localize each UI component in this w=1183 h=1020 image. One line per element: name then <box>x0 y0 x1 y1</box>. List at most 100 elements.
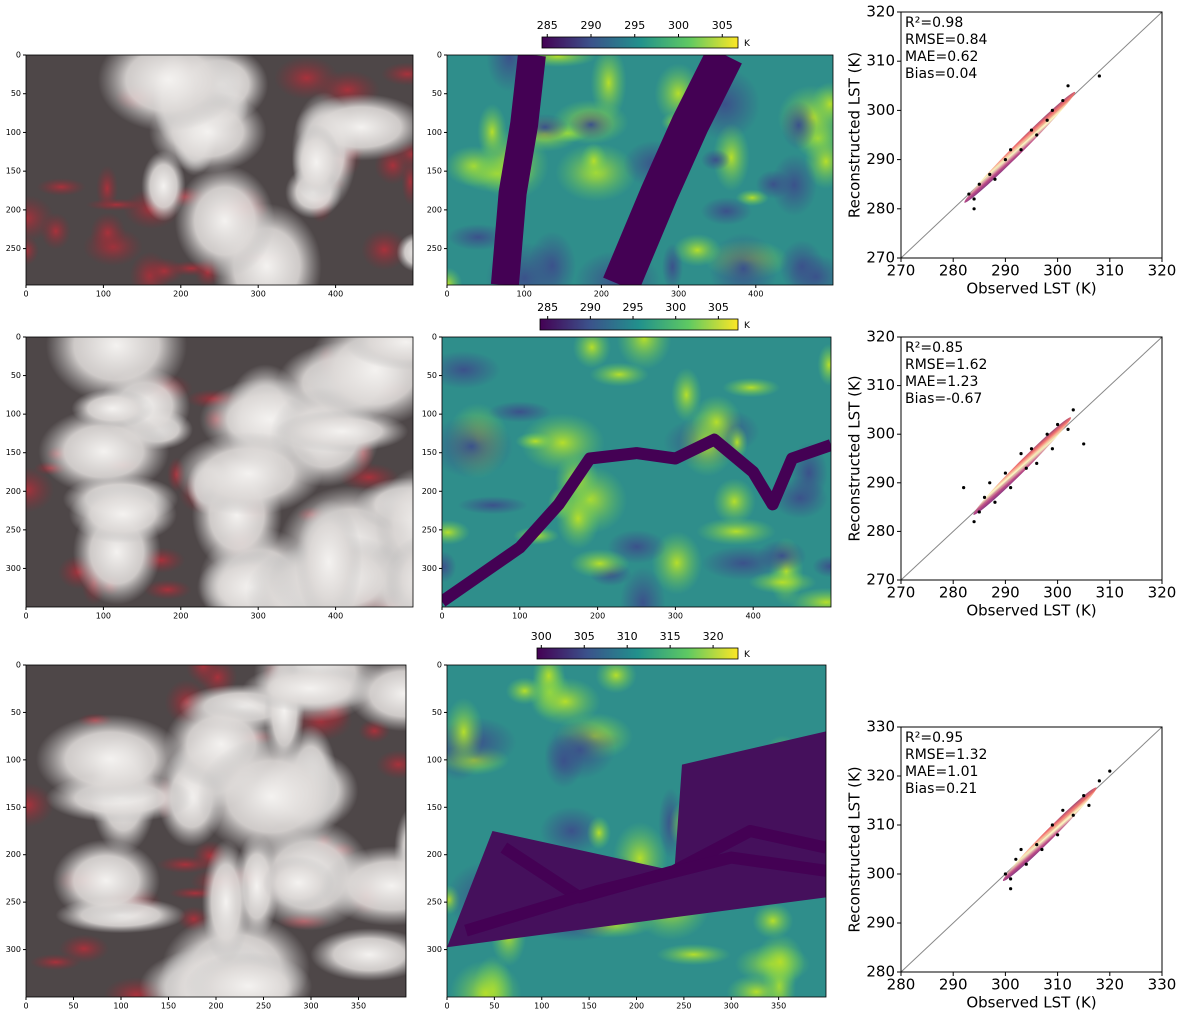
image-content <box>2 626 464 1020</box>
y-tick-label: 250 <box>6 244 21 253</box>
point <box>967 192 970 195</box>
warm-area <box>580 143 607 179</box>
y-tick-label: 100 <box>422 410 437 419</box>
point <box>1014 858 1017 861</box>
x-tick-label: 330 <box>1148 976 1177 994</box>
x-tick-label: 0 <box>444 290 449 299</box>
x-tick-label: 0 <box>439 612 444 621</box>
y-tick-label: 0 <box>437 51 442 60</box>
scatter-panel: 270280290300310320270280290300310320Obse… <box>846 328 1177 620</box>
x-tick-label: 310 <box>1043 976 1072 994</box>
point <box>1066 84 1069 87</box>
image-content <box>432 23 849 314</box>
x-tick-label: 100 <box>96 290 111 299</box>
warm-area <box>811 82 849 127</box>
warm-area <box>788 254 844 299</box>
y-tick-label: 100 <box>427 128 442 137</box>
y-tick-label: 0 <box>16 51 21 60</box>
point <box>1061 99 1064 102</box>
y-tick-label: 320 <box>866 3 895 21</box>
point <box>1072 408 1075 411</box>
y-tick-label: 150 <box>422 448 437 457</box>
y-tick-label: 280 <box>866 199 895 217</box>
image-panel: 0100200300400050100150200250300 <box>0 288 484 645</box>
colorbar-tick-label: 290 <box>581 19 602 32</box>
cloud <box>46 288 187 403</box>
warm-area <box>620 567 665 638</box>
point <box>1066 428 1069 431</box>
y-tick-label: 0 <box>16 661 21 670</box>
cloud <box>69 485 177 543</box>
x-tick-label: 200 <box>173 290 188 299</box>
point <box>962 486 965 489</box>
x-tick-label: 150 <box>581 1002 596 1011</box>
x-tick-label: 300 <box>668 612 683 621</box>
red-patch <box>90 213 126 254</box>
warm-area <box>752 903 793 939</box>
y-tick-label: 290 <box>866 150 895 168</box>
point <box>1056 423 1059 426</box>
colorbar-tick-label: 295 <box>624 19 645 32</box>
y-tick-label: 280 <box>866 963 895 981</box>
x-tick-label: 400 <box>748 290 763 299</box>
point <box>1051 109 1054 112</box>
colorbar-tick-label: 295 <box>623 301 644 314</box>
point <box>972 207 975 210</box>
y-tick-label: 50 <box>11 371 21 380</box>
point <box>1046 119 1049 122</box>
stat-annotation: Bias=0.21 <box>905 781 977 797</box>
red-patch <box>186 646 221 685</box>
warm-area <box>570 549 630 578</box>
y-tick-label: 50 <box>427 371 437 380</box>
warm-area <box>696 517 776 545</box>
point <box>1072 814 1075 817</box>
point <box>972 520 975 523</box>
y-tick-label: 100 <box>6 755 21 764</box>
point <box>1025 467 1028 470</box>
warm-area <box>781 101 817 150</box>
colorbar <box>540 319 738 330</box>
point <box>1025 863 1028 866</box>
y-tick-label: 150 <box>427 803 442 812</box>
density-core <box>1000 784 1100 884</box>
point <box>1087 804 1090 807</box>
red-patch <box>36 178 86 196</box>
x-tick-label: 100 <box>534 1002 549 1011</box>
x-tick-label: 290 <box>991 584 1020 602</box>
density-core <box>961 88 1079 206</box>
x-tick-label: 400 <box>746 612 761 621</box>
point <box>972 197 975 200</box>
stat-annotation: RMSE=1.62 <box>905 357 987 373</box>
x-tick-label: 0 <box>23 612 28 621</box>
stat-annotation: Bias=0.04 <box>905 66 977 82</box>
point <box>1082 794 1085 797</box>
y-tick-label: 290 <box>866 914 895 932</box>
x-tick-label: 400 <box>328 290 343 299</box>
colorbar-label: K <box>744 39 751 49</box>
y-tick-label: 50 <box>11 89 21 98</box>
warm-area <box>595 657 636 693</box>
stat-annotation: Bias=-0.67 <box>905 391 982 407</box>
x-tick-label: 0 <box>23 290 28 299</box>
x-tick-label: 320 <box>1095 976 1124 994</box>
y-tick-label: 300 <box>6 564 21 573</box>
warm-area <box>587 816 611 849</box>
y-tick-label: 300 <box>866 101 895 119</box>
stat-annotation: R²=0.98 <box>905 15 963 31</box>
colorbar-tick-label: 305 <box>708 301 729 314</box>
x-axis-label: Observed LST (K) <box>966 602 1096 620</box>
point <box>1046 433 1049 436</box>
y-tick-label: 50 <box>432 89 442 98</box>
x-tick-label: 280 <box>939 262 968 280</box>
colorbar-tick-label: 315 <box>660 630 681 643</box>
point <box>993 178 996 181</box>
warm-area <box>673 234 721 267</box>
y-tick-label: 150 <box>6 803 21 812</box>
y-tick-label: 50 <box>432 708 442 717</box>
warm-area <box>569 110 613 140</box>
colorbar-tick-label: 305 <box>574 630 595 643</box>
y-tick-label: 250 <box>427 244 442 253</box>
cloud <box>197 737 345 856</box>
warm-area <box>528 231 576 300</box>
